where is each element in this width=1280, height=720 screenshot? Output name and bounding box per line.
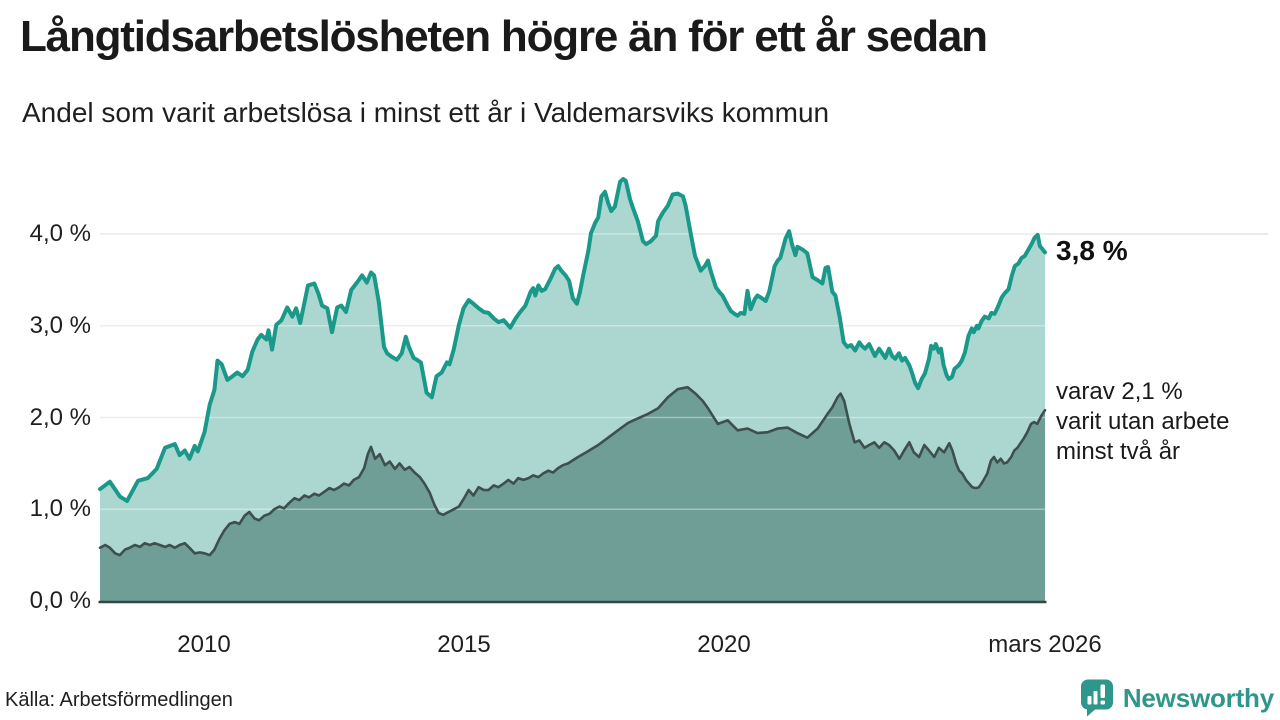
line-total: [98, 177, 1047, 503]
line-two-years: [98, 385, 1047, 557]
end-note-line-2: varit utan arbete: [1056, 408, 1230, 436]
chart-subtitle: Andel som varit arbetslösa i minst ett å…: [22, 97, 830, 128]
newsworthy-wordmark: Newsworthy: [1122, 682, 1274, 713]
end-note-line-3: minst två år: [1056, 438, 1181, 466]
area-two-years: [100, 387, 1045, 601]
y-tick-2: 2,0 %: [29, 403, 91, 431]
end-note-line-1: varav 2,1 %: [1056, 378, 1183, 406]
newsworthy-logo[interactable]: Newsworthy: [1080, 679, 1274, 717]
end-value-label: 3,8 %: [1056, 235, 1128, 267]
y-tick-1: 1,0 %: [29, 495, 91, 523]
source-attribution: Källa: Arbetsförmedlingen: [5, 689, 233, 711]
x-tick-1: 2010: [177, 631, 231, 658]
y-tick-4: 4,0 %: [29, 220, 91, 247]
x-tick-3: 2020: [697, 631, 751, 658]
end-note-label: varav 2,1 % varit utan arbete minst två …: [1056, 377, 1229, 467]
newsworthy-icon: [1080, 679, 1113, 717]
y-tick-0: 0,0 %: [29, 587, 91, 614]
x-tick-4: mars 2026: [988, 631, 1102, 658]
page-title: Långtidsarbetslösheten högre än för ett …: [20, 12, 988, 61]
x-tick-2: 2015: [437, 631, 491, 658]
y-tick-3: 3,0 %: [29, 311, 91, 339]
